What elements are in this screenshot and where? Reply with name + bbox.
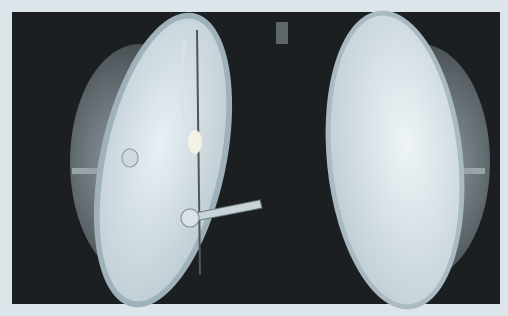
lamp — [188, 130, 202, 154]
hub — [181, 209, 199, 227]
page — [0, 0, 508, 316]
tag — [276, 22, 288, 44]
port — [122, 149, 138, 167]
photo — [0, 0, 508, 316]
